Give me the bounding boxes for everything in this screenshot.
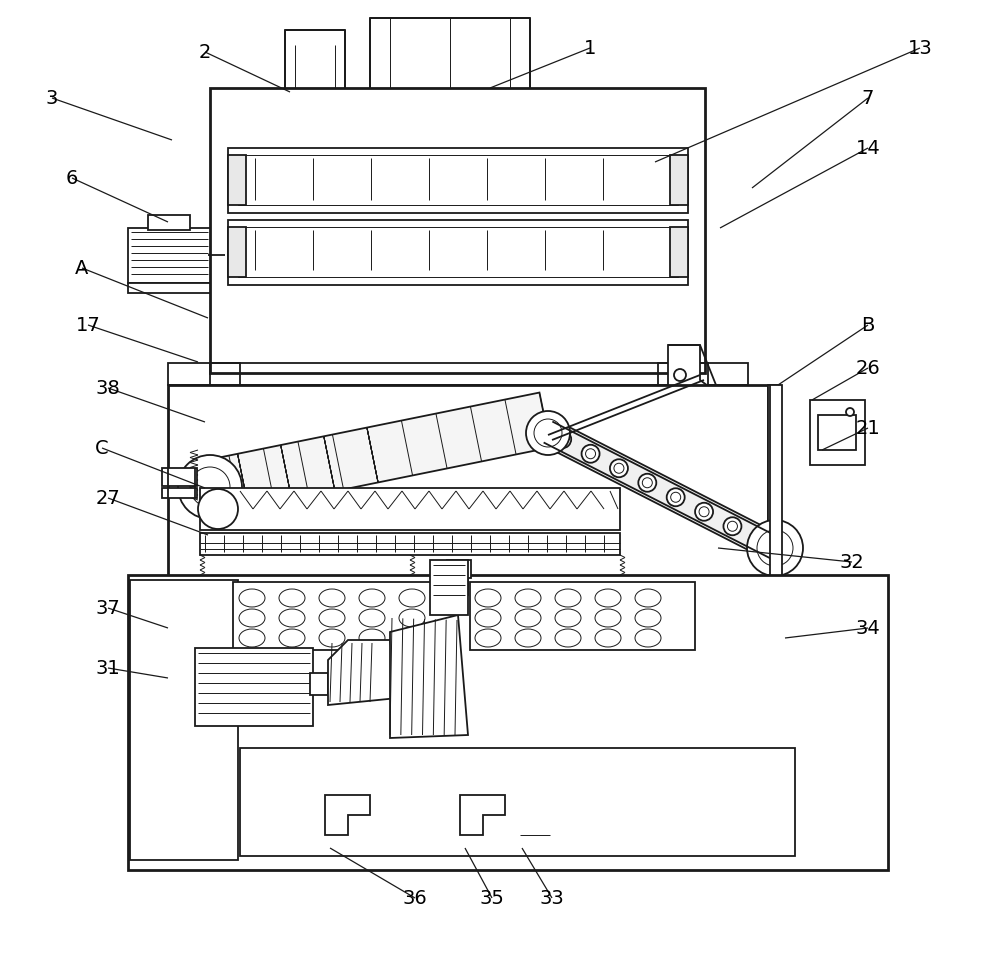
Bar bbox=[770, 385, 782, 595]
Bar bbox=[162, 468, 197, 486]
Bar bbox=[128, 283, 210, 293]
Bar bbox=[238, 227, 678, 277]
Bar bbox=[240, 748, 795, 856]
Bar bbox=[148, 215, 190, 230]
Polygon shape bbox=[285, 30, 345, 88]
Text: 35: 35 bbox=[480, 888, 504, 907]
Circle shape bbox=[667, 489, 685, 507]
Text: B: B bbox=[861, 315, 875, 335]
Polygon shape bbox=[325, 795, 370, 835]
Polygon shape bbox=[194, 393, 551, 517]
Circle shape bbox=[198, 489, 238, 529]
Bar bbox=[200, 488, 620, 530]
Circle shape bbox=[582, 445, 600, 463]
Bar bbox=[430, 560, 468, 615]
Circle shape bbox=[614, 464, 624, 473]
Bar bbox=[228, 220, 688, 285]
Circle shape bbox=[695, 503, 713, 521]
Circle shape bbox=[610, 459, 628, 477]
Bar bbox=[210, 88, 705, 373]
Circle shape bbox=[846, 408, 854, 416]
Text: A: A bbox=[75, 258, 89, 277]
Circle shape bbox=[178, 455, 242, 519]
Circle shape bbox=[756, 535, 766, 546]
Bar bbox=[195, 648, 313, 726]
Bar bbox=[228, 155, 246, 205]
Text: 2: 2 bbox=[199, 42, 211, 61]
Text: 36: 36 bbox=[403, 888, 427, 907]
Circle shape bbox=[553, 430, 571, 448]
Polygon shape bbox=[542, 420, 781, 560]
Circle shape bbox=[638, 474, 656, 491]
Bar bbox=[670, 155, 688, 205]
Polygon shape bbox=[370, 18, 530, 88]
Circle shape bbox=[557, 434, 567, 445]
Text: 33: 33 bbox=[540, 888, 564, 907]
Polygon shape bbox=[460, 795, 505, 835]
Text: 21: 21 bbox=[856, 419, 880, 438]
Bar bbox=[768, 385, 780, 595]
Circle shape bbox=[723, 517, 741, 535]
Text: 26: 26 bbox=[856, 358, 880, 378]
Bar bbox=[818, 415, 856, 450]
Circle shape bbox=[586, 448, 596, 459]
Text: 13: 13 bbox=[908, 38, 932, 57]
Circle shape bbox=[642, 478, 652, 488]
Circle shape bbox=[699, 507, 709, 517]
Bar bbox=[210, 363, 240, 443]
Circle shape bbox=[727, 521, 737, 532]
Circle shape bbox=[752, 532, 770, 550]
Text: 38: 38 bbox=[96, 379, 120, 398]
Circle shape bbox=[671, 492, 681, 502]
Bar bbox=[130, 580, 238, 860]
Polygon shape bbox=[328, 640, 398, 705]
Bar bbox=[658, 363, 708, 443]
Bar bbox=[228, 148, 688, 213]
Text: 37: 37 bbox=[96, 598, 120, 618]
Text: 14: 14 bbox=[856, 139, 880, 158]
Polygon shape bbox=[390, 615, 468, 738]
Bar bbox=[447, 560, 471, 578]
Bar bbox=[168, 385, 768, 595]
Bar bbox=[470, 582, 695, 650]
Bar bbox=[810, 400, 865, 465]
Text: 31: 31 bbox=[96, 659, 120, 678]
Bar bbox=[238, 155, 678, 205]
Bar bbox=[228, 227, 246, 277]
Bar bbox=[233, 582, 458, 650]
Text: 27: 27 bbox=[96, 489, 120, 508]
Text: 17: 17 bbox=[76, 315, 100, 335]
Text: 1: 1 bbox=[584, 38, 596, 57]
Polygon shape bbox=[668, 345, 720, 395]
Bar bbox=[128, 575, 888, 870]
Text: 32: 32 bbox=[840, 553, 864, 572]
Text: C: C bbox=[95, 439, 109, 458]
Text: 7: 7 bbox=[862, 89, 874, 107]
Text: 3: 3 bbox=[46, 89, 58, 107]
Bar bbox=[670, 227, 688, 277]
Bar bbox=[128, 228, 210, 283]
Text: 34: 34 bbox=[856, 619, 880, 638]
Circle shape bbox=[747, 520, 803, 576]
Bar bbox=[162, 488, 197, 498]
Bar bbox=[450, 575, 468, 595]
Bar bbox=[200, 533, 620, 555]
Bar bbox=[168, 363, 748, 385]
Bar bbox=[310, 673, 328, 695]
Circle shape bbox=[526, 411, 570, 455]
Text: 6: 6 bbox=[66, 168, 78, 187]
